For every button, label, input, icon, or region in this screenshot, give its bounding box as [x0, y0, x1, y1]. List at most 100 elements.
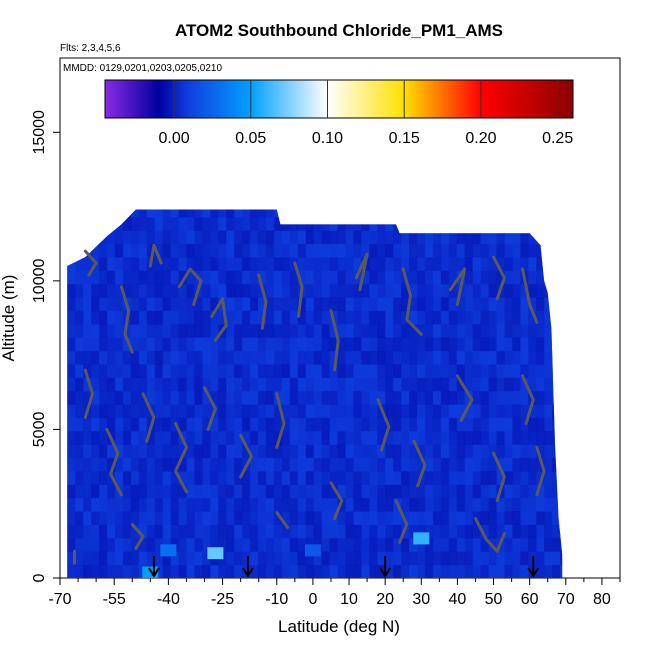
y-axis-title: Altitude (m): [0, 275, 18, 362]
field-cell: [250, 551, 259, 566]
field-cell: [114, 257, 124, 271]
field-cell: [345, 497, 354, 512]
field-cell: [528, 230, 537, 245]
field-cell: [114, 404, 124, 419]
field-cell: [448, 323, 458, 338]
field-cell: [234, 377, 243, 392]
field-cell: [401, 243, 410, 258]
field-cell: [353, 364, 362, 378]
field-cell: [321, 444, 330, 459]
field-cell: [99, 243, 108, 258]
field-cell: [75, 444, 84, 459]
field-cell: [297, 257, 307, 271]
field-cell: [91, 471, 100, 485]
field-cell: [154, 257, 164, 271]
field-cell: [250, 484, 259, 499]
field-cell: [448, 243, 458, 258]
field-cell: [258, 564, 267, 578]
field-cell: [138, 524, 148, 539]
field-cell: [107, 457, 116, 472]
field-cell: [385, 430, 394, 445]
field-cell: [560, 404, 563, 419]
field-cell: [170, 511, 179, 525]
field-cell: [210, 230, 219, 245]
field-cell: [114, 377, 124, 392]
colorbar-tick-label: 0.15: [389, 130, 420, 147]
field-cell: [186, 497, 195, 512]
field-cell: [417, 537, 426, 552]
field-cell: [99, 230, 108, 245]
field-cell: [321, 537, 330, 552]
field-cell: [472, 471, 481, 485]
field-cell: [472, 350, 481, 365]
field-cell: [520, 337, 529, 352]
field-cell: [122, 323, 132, 338]
field-cell: [353, 310, 362, 325]
field-cell: [432, 417, 442, 432]
field-cell: [210, 524, 219, 539]
field-cell: [512, 217, 521, 231]
field-cell: [552, 537, 561, 552]
field-cell: [178, 564, 187, 578]
field-cell: [345, 243, 354, 258]
field-cell: [329, 430, 338, 445]
field-cell: [178, 283, 187, 298]
field-cell: [401, 209, 410, 218]
field-cell: [504, 310, 513, 325]
field-cell: [393, 283, 402, 298]
field-cell: [512, 230, 521, 245]
field-cell: [464, 323, 473, 338]
field-cell: [321, 497, 330, 512]
field-cell: [83, 337, 92, 352]
field-cell: [353, 404, 362, 419]
field-cell: [178, 524, 187, 539]
field-cell: [353, 257, 362, 271]
field-cell: [289, 417, 299, 432]
field-cell: [218, 364, 227, 378]
field-cell: [273, 283, 283, 298]
field-cell: [536, 217, 545, 231]
field-cell: [154, 217, 164, 231]
field-cell: [345, 270, 354, 285]
field-cell: [281, 417, 291, 432]
field-cell: [456, 350, 466, 365]
field-cell: [448, 283, 458, 298]
field-cell: [258, 537, 267, 552]
field-cell: [194, 230, 203, 245]
field-cell: [369, 564, 378, 578]
field-cell: [528, 217, 537, 231]
x-axis-title: Latitude (deg N): [278, 617, 400, 636]
field-cell: [520, 350, 529, 365]
field-cell: [417, 243, 426, 258]
field-cell: [305, 444, 315, 459]
field-cell: [552, 484, 561, 499]
field-cell: [377, 209, 386, 218]
field-cell: [448, 297, 458, 312]
field-cell: [281, 350, 291, 365]
field-cell: [130, 551, 140, 566]
field-cell: [75, 297, 84, 312]
field-cell: [107, 484, 116, 499]
field-cell: [178, 497, 187, 512]
field-cell: [329, 377, 338, 392]
field-cell: [75, 230, 84, 245]
field-cell: [114, 430, 124, 445]
field-cell: [560, 537, 563, 552]
field-cell: [536, 323, 545, 338]
field-cell: [321, 270, 330, 285]
field-cell: [488, 444, 497, 459]
field-cell: [480, 377, 489, 392]
field-cell: [504, 430, 513, 445]
field-cell: [178, 471, 187, 485]
field-cell: [242, 337, 251, 352]
field-cell: [242, 310, 251, 325]
field-cell: [464, 257, 473, 271]
field-cell: [138, 537, 148, 552]
field-cell: [369, 497, 378, 512]
field-cell: [265, 297, 275, 312]
field-cell: [424, 310, 434, 325]
field-cell: [305, 297, 315, 312]
field-cell: [544, 377, 553, 392]
field-cell: [226, 310, 235, 325]
field-cell: [67, 364, 76, 378]
